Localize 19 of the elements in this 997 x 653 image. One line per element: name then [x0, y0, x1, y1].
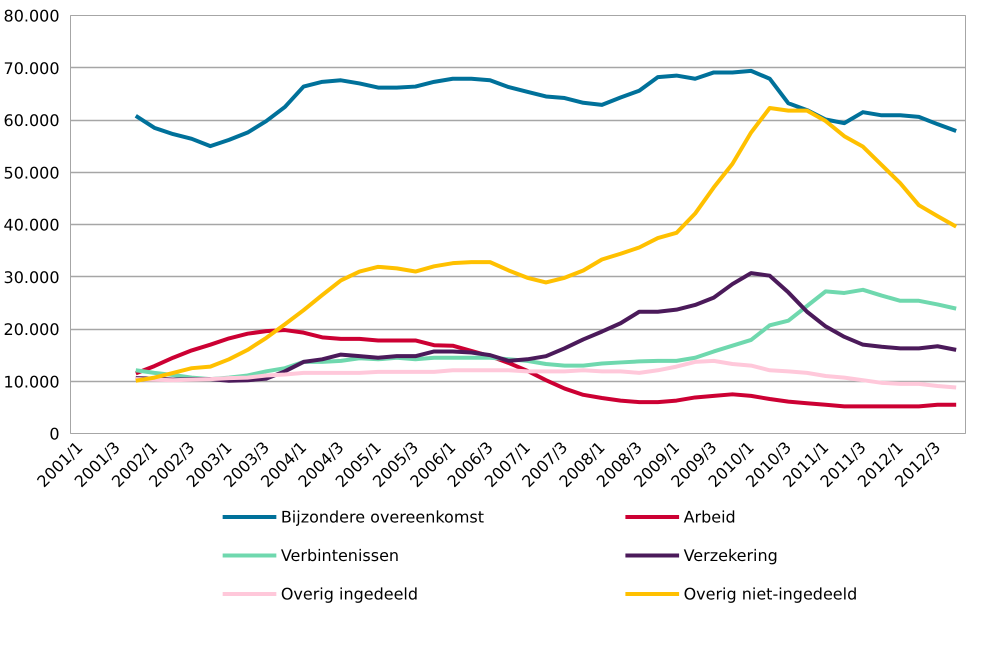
line-series: [134, 106, 958, 383]
legend-label: Arbeid: [684, 508, 736, 526]
y-tick-label: 60.000: [4, 111, 60, 130]
legend-label: Verzekering: [684, 546, 778, 565]
legend-label: Overig niet-ingedeeld: [684, 584, 858, 604]
y-tick-label: 20.000: [4, 320, 60, 339]
y-tick-label: 40.000: [4, 216, 60, 234]
y-tick-label: 50.000: [4, 163, 60, 182]
y-tick-label: 70.000: [4, 58, 60, 78]
y-tick-label: 80.000: [4, 6, 60, 26]
legend-label: Overig ingedeeld: [280, 584, 418, 604]
y-tick-label: 0: [49, 424, 60, 444]
legend-label: Bijzondere overeenkomst: [280, 508, 484, 526]
y-tick-label: 10.000: [4, 372, 60, 392]
legend-label: Verbintenissen: [280, 546, 400, 565]
y-tick-label: 30.000: [4, 268, 60, 287]
line-series: [134, 358, 958, 390]
line-series: [134, 328, 958, 408]
line-series: [134, 68, 958, 148]
